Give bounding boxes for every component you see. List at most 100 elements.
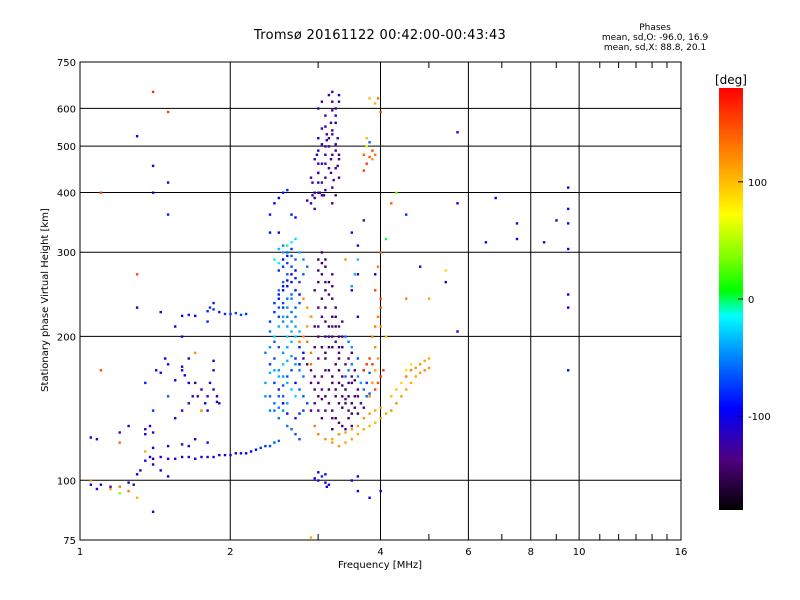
data-point [187,402,190,405]
data-point [294,417,297,420]
data-point [286,297,289,300]
data-point [277,395,280,398]
data-point [341,384,344,387]
data-point [196,395,199,398]
data-point [281,280,285,284]
data-point [187,357,190,360]
data-point [148,455,152,459]
y-tick-label: 75 [63,536,76,547]
data-point [341,375,344,378]
data-point [286,346,289,349]
data-point [298,340,301,343]
data-point [313,207,316,211]
data-point [268,346,272,349]
data-point [290,265,293,268]
data-point [294,395,297,398]
data-point [277,231,280,234]
data-point [139,469,142,472]
data-point [144,428,147,431]
data-point [356,475,360,478]
data-point [347,381,350,385]
y-tick-label: 200 [57,332,76,343]
data-point [347,417,350,420]
data-point [294,433,297,436]
data-point [376,357,380,360]
data-point [281,315,285,318]
data-point [337,381,341,385]
data-point [99,483,103,486]
data-point [320,100,324,103]
data-point [281,258,285,261]
data-point [281,363,285,366]
data-point [298,412,301,415]
data-point [324,125,327,128]
data-point [331,100,334,103]
data-point [239,313,243,317]
data-point [320,297,324,300]
x-tick-label: 8 [528,547,534,558]
data-point [281,409,285,412]
data-point [277,315,280,318]
data-point [317,395,320,398]
data-point [286,251,289,254]
data-point [273,335,276,338]
data-point [286,244,289,247]
data-point [135,135,139,138]
data-point [294,357,297,360]
data-point [332,178,335,182]
data-point [166,457,170,460]
data-point [118,492,121,495]
data-point [317,306,320,309]
data-point [374,369,377,372]
data-point [313,375,316,378]
data-point [409,363,413,366]
data-point [273,340,276,343]
data-point [368,395,371,398]
data-point [356,357,360,360]
data-point [313,289,316,292]
data-point [456,202,459,205]
data-point [306,363,309,366]
data-point [309,409,313,412]
data-point [379,251,382,254]
data-point [317,357,320,360]
data-point [395,402,398,405]
data-point [194,314,197,318]
data-point [423,369,426,372]
data-point [327,388,331,391]
data-point [456,330,459,333]
grid-lines [80,62,681,540]
data-point [290,241,293,244]
data-point [309,363,313,366]
data-point [268,409,272,412]
data-point [362,169,365,172]
data-point [166,395,170,398]
data-point [290,213,293,216]
data-point [376,381,380,385]
data-point [151,463,155,466]
data-point [334,417,337,420]
data-point [567,306,570,309]
data-point [322,194,326,197]
data-point [268,213,272,216]
data-point [327,167,331,170]
data-point [362,406,365,409]
data-point [166,213,170,216]
data-point [281,402,285,405]
data-point [374,153,377,156]
data-point [268,395,272,398]
data-point [174,379,177,382]
data-point [400,381,403,385]
data-point [365,381,368,385]
data-point [277,417,280,420]
data-point [306,325,309,328]
data-point [294,325,297,328]
data-point [356,433,360,436]
data-point [567,247,570,251]
data-point [353,406,356,409]
data-point [414,375,417,378]
data-point [353,273,356,276]
data-point [302,357,305,360]
data-point [337,402,341,405]
